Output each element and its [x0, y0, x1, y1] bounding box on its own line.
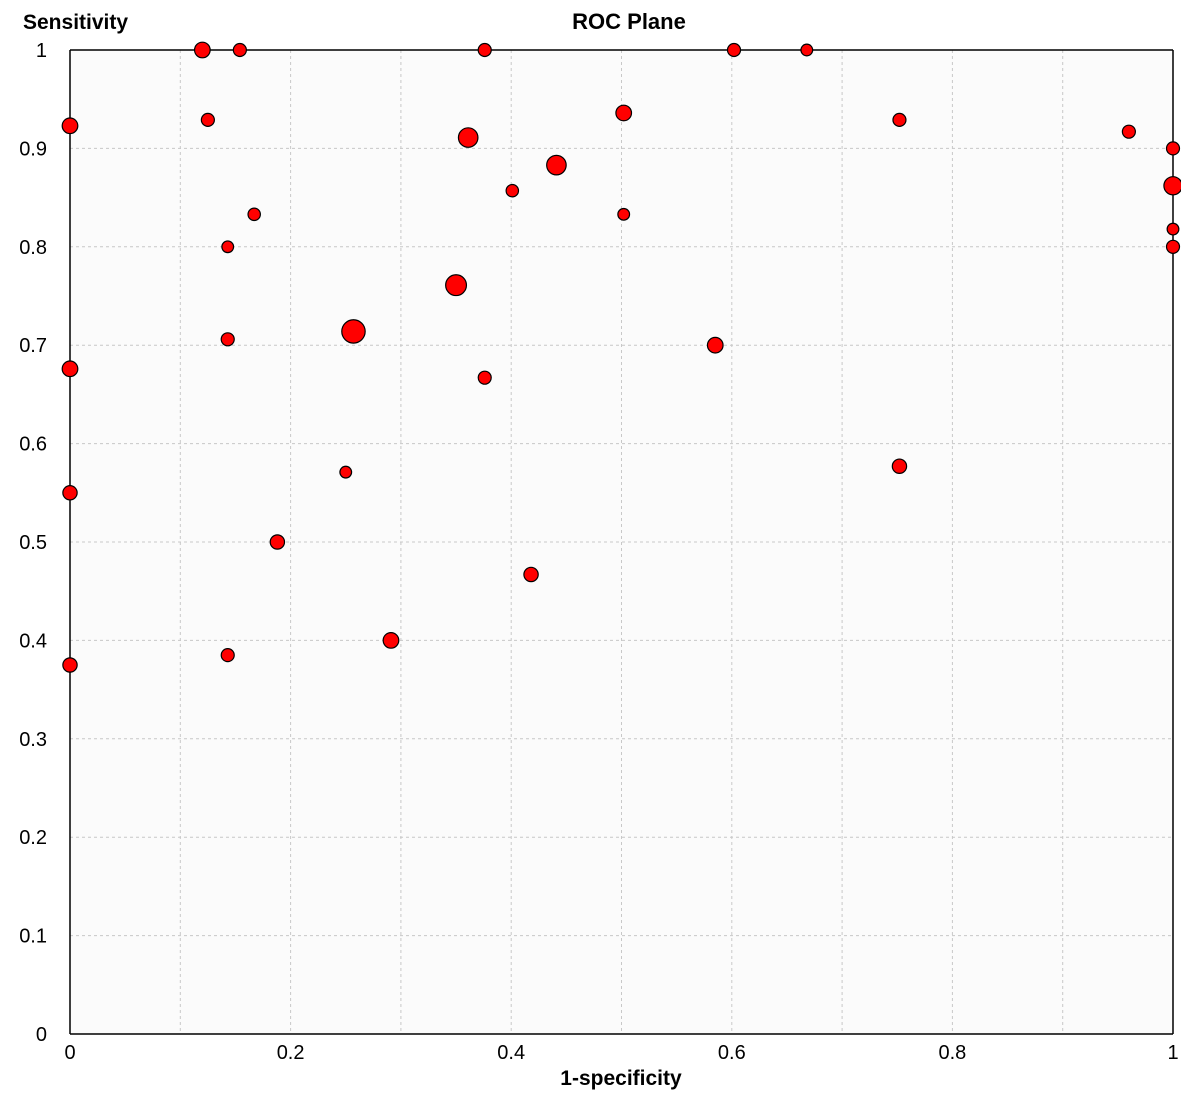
- data-point: [62, 657, 78, 673]
- y-tick-label: 0.2: [19, 827, 47, 849]
- axes: [69, 49, 1174, 1035]
- data-point: [221, 240, 235, 254]
- data-point: [341, 319, 366, 344]
- x-tick-label: 1: [1167, 1042, 1178, 1064]
- data-point: [892, 112, 907, 127]
- y-tick-label: 0.4: [19, 630, 47, 652]
- data-point: [617, 207, 631, 221]
- data-point: [193, 41, 211, 59]
- data-point: [1163, 176, 1181, 196]
- data-point: [247, 207, 261, 222]
- data-point: [477, 42, 492, 58]
- y-tick-label: 0: [36, 1024, 47, 1046]
- x-tick-label: 0.6: [718, 1042, 746, 1064]
- data-point: [457, 127, 479, 148]
- data-point: [269, 534, 286, 550]
- data-point: [1166, 222, 1180, 236]
- data-points: [61, 41, 1181, 673]
- data-point: [1165, 141, 1181, 156]
- data-point: [523, 566, 539, 583]
- data-point: [339, 465, 353, 479]
- y-tick-label: 0.7: [19, 335, 47, 357]
- y-axis-label: Sensitivity: [23, 11, 128, 34]
- data-point: [200, 112, 215, 127]
- data-point: [505, 183, 520, 198]
- data-point: [800, 43, 814, 57]
- data-point: [546, 154, 567, 176]
- data-point: [232, 42, 247, 58]
- data-point: [1165, 239, 1181, 254]
- data-point: [615, 104, 633, 122]
- grid: [70, 50, 1173, 1034]
- x-tick-label: 0.2: [277, 1042, 305, 1064]
- y-tick-label: 0.9: [19, 138, 47, 160]
- chart-title: ROC Plane: [572, 9, 686, 34]
- data-point: [891, 458, 908, 474]
- x-tick-label: 0.4: [497, 1042, 525, 1064]
- x-tick-label: 0: [64, 1042, 75, 1064]
- x-axis-label: 1-specificity: [560, 1067, 682, 1090]
- data-point: [1121, 124, 1136, 139]
- data-point: [220, 332, 235, 347]
- data-point: [220, 648, 235, 663]
- tick-labels: 0 0.2 0.4 0.6 0.8 1 0 0.1 0.2 0.3 0.4 0.5 0.6 0.7 0.8 0…: [19, 40, 1178, 1064]
- data-point: [726, 42, 742, 58]
- data-point: [477, 370, 492, 385]
- y-tick-label: 0.8: [19, 237, 47, 259]
- data-point: [62, 485, 78, 501]
- y-tick-label: 0.5: [19, 532, 47, 554]
- y-tick-label: 0.3: [19, 729, 47, 751]
- data-point: [445, 274, 468, 297]
- y-tick-label: 1: [36, 40, 47, 62]
- data-point: [382, 632, 400, 649]
- data-point: [61, 117, 79, 135]
- y-tick-label: 0.6: [19, 434, 47, 456]
- x-tick-label: 0.8: [938, 1042, 966, 1064]
- y-tick-label: 0.1: [19, 926, 47, 948]
- data-point: [706, 336, 724, 354]
- data-point: [61, 360, 79, 378]
